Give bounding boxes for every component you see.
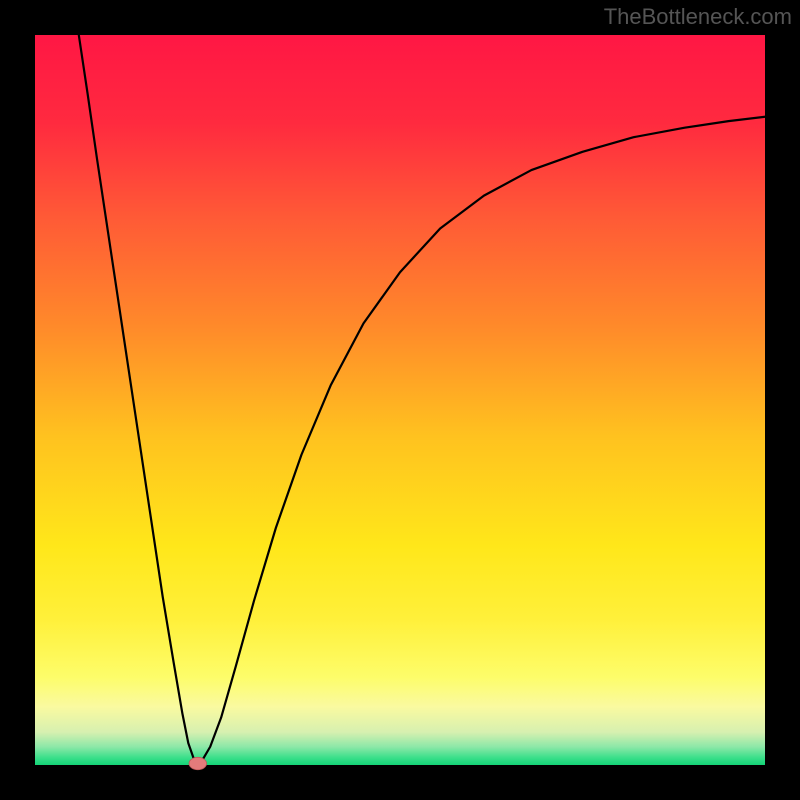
chart-background-gradient bbox=[35, 35, 765, 765]
bottleneck-chart-container: TheBottleneck.com bbox=[0, 0, 800, 800]
bottleneck-curve-chart bbox=[0, 0, 800, 800]
optimum-marker bbox=[189, 757, 207, 769]
